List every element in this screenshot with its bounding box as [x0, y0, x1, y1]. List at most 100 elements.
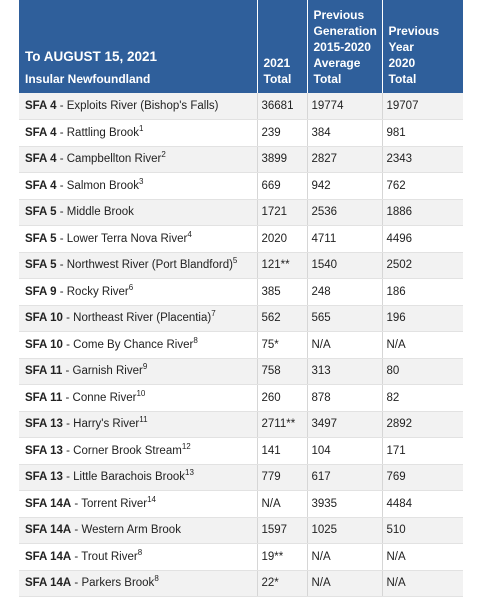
total-2021-cell: 669	[257, 172, 308, 200]
footnote-marker: 9	[142, 362, 148, 372]
total-2021-cell: 121**	[257, 252, 308, 279]
footnote-marker: 8	[137, 547, 143, 557]
prev-gen-avg-cell: N/A	[307, 570, 383, 597]
location-cell: SFA 4 - Salmon Brook3	[19, 172, 258, 200]
prev-gen-avg-cell: 3497	[307, 411, 383, 438]
table-row: SFA 14A - Parkers Brook8 22* N/A N/A	[19, 570, 463, 597]
prev-year-cell: 171	[382, 437, 463, 465]
location-cell: SFA 4 - Campbellton River2	[19, 146, 258, 173]
footnote-marker: 12	[181, 441, 191, 451]
river-name: - Torrent River	[71, 497, 148, 510]
header-prev-gen-avg: Previous Generation 2015-2020 Average Total	[307, 0, 383, 93]
table-row: SFA 10 - Northeast River (Placentia)7 562…	[19, 305, 463, 332]
sfa-label: SFA 9	[25, 285, 57, 298]
total-2021-cell: 19**	[257, 543, 308, 571]
table-row: SFA 4 - Exploits River (Bishop's Falls) 3…	[19, 93, 463, 120]
table-row: SFA 14A - Trout River8 19** N/A N/A	[19, 543, 463, 571]
river-name: - Northwest River (Port Blandford)	[56, 259, 233, 272]
river-name: - Corner Brook Stream	[62, 444, 182, 457]
footnote-marker: 3	[138, 176, 144, 186]
river-name: - Northeast River (Placentia)	[62, 312, 212, 325]
prev-year-cell: N/A	[382, 570, 463, 597]
prev-year-cell: 80	[382, 358, 463, 385]
prev-gen-avg-cell: 1540	[307, 252, 383, 279]
table-row: SFA 5 - Middle Brook 1721 2536 1886	[19, 199, 463, 226]
table-row: SFA 14A - Western Arm Brook 1597 1025 510	[19, 517, 463, 544]
sfa-label: SFA 14A	[25, 497, 72, 510]
header-prev-year-total: Previous Year 2020 Total	[382, 0, 463, 93]
table-row: SFA 5 - Northwest River (Port Blandford)…	[19, 252, 463, 279]
total-2021-cell: 36681	[257, 93, 308, 120]
total-2021-cell: 562	[257, 305, 308, 332]
total-2021-cell: 22*	[257, 570, 308, 597]
sfa-label: SFA 5	[25, 232, 57, 245]
sfa-label: SFA 14A	[25, 577, 72, 590]
table-row: SFA 10 - Come By Chance River8 75* N/A N/A	[19, 331, 463, 359]
sfa-label: SFA 13	[25, 444, 63, 457]
prev-gen-avg-cell: 104	[307, 437, 383, 465]
prev-gen-avg-cell: 942	[307, 172, 383, 200]
prev-gen-avg-cell: 313	[307, 358, 383, 385]
prev-year-cell: 4496	[382, 225, 463, 253]
total-2021-cell: 2020	[257, 225, 308, 253]
prev-year-cell: 4484	[382, 490, 463, 518]
footnote-marker: 6	[128, 282, 134, 292]
river-name: - Rattling Brook	[56, 126, 139, 139]
sfa-label: SFA 5	[25, 206, 57, 219]
footnote-marker: 2	[161, 150, 166, 160]
sfa-label: SFA 13	[25, 418, 63, 431]
table-row: SFA 4 - Rattling Brook1 239 384 981	[19, 119, 463, 147]
table-row: SFA 5 - Lower Terra Nova River4 2020 4711 4…	[19, 225, 463, 253]
location-cell: SFA 11 - Garnish River9	[19, 358, 258, 385]
total-2021-cell: 758	[257, 358, 308, 385]
prev-gen-avg-cell: 1025	[307, 517, 383, 544]
river-name: - Lower Terra Nova River	[56, 232, 188, 245]
footnote-marker: 14	[147, 494, 156, 504]
location-cell: SFA 5 - Middle Brook	[19, 199, 258, 226]
table-body: SFA 4 - Exploits River (Bishop's Falls) 3…	[19, 93, 463, 597]
prev-gen-avg-cell: 565	[307, 305, 383, 332]
location-cell: SFA 11 - Conne River10	[19, 384, 258, 412]
table-subtitle: Insular Newfoundland	[25, 72, 151, 86]
footnote-marker: 1	[138, 123, 144, 133]
table-row: SFA 9 - Rocky River6 385 248 186	[19, 278, 463, 306]
river-name: - Conne River	[62, 391, 137, 404]
footnote-marker: 5	[232, 256, 238, 266]
sfa-label: SFA 14A	[25, 550, 72, 563]
river-name: - Garnish River	[62, 365, 143, 378]
prev-gen-avg-cell: 3935	[307, 490, 383, 518]
footnote-marker: 11	[139, 415, 148, 425]
location-cell: SFA 4 - Rattling Brook1	[19, 119, 258, 147]
sfa-label: SFA 11	[25, 391, 63, 404]
sfa-label: SFA 5	[25, 259, 57, 272]
header-2021-total: 2021 Total	[257, 0, 308, 93]
prev-year-cell: 186	[382, 278, 463, 306]
table-row: SFA 13 - Harry's River11 2711** 3497 2892	[19, 411, 463, 438]
total-2021-cell: N/A	[257, 490, 308, 518]
location-cell: SFA 10 - Come By Chance River8	[19, 331, 258, 359]
prev-gen-avg-cell: N/A	[307, 543, 383, 571]
total-2021-cell: 75*	[257, 331, 308, 359]
sfa-label: SFA 4	[25, 126, 57, 139]
river-name: - Middle Brook	[56, 206, 134, 219]
footnote-marker: 8	[154, 574, 159, 584]
sfa-label: SFA 11	[25, 365, 63, 378]
river-name: - Rocky River	[56, 285, 129, 298]
prev-gen-avg-cell: 248	[307, 278, 383, 306]
river-name: - Little Barachois Brook	[62, 471, 186, 484]
river-name: - Parkers Brook	[71, 577, 155, 590]
sfa-label: SFA 4	[25, 100, 57, 112]
footnote-marker: 8	[193, 335, 198, 345]
sfa-label: SFA 4	[25, 153, 57, 166]
footnote-marker: 13	[185, 468, 194, 478]
location-cell: SFA 14A - Trout River8	[19, 543, 258, 571]
river-name: - Western Arm Brook	[71, 524, 181, 537]
total-2021-cell: 385	[257, 278, 308, 306]
header-location: To AUGUST 15, 2021 Insular Newfoundland	[19, 0, 258, 93]
sfa-label: SFA 13	[25, 471, 63, 484]
table-row: SFA 4 - Salmon Brook3 669 942 762	[19, 172, 463, 200]
prev-gen-avg-cell: N/A	[307, 331, 383, 359]
table-row: SFA 13 - Little Barachois Brook13 779 617 7…	[19, 464, 463, 491]
river-name: - Harry's River	[62, 418, 140, 431]
sfa-label: SFA 10	[25, 338, 63, 351]
